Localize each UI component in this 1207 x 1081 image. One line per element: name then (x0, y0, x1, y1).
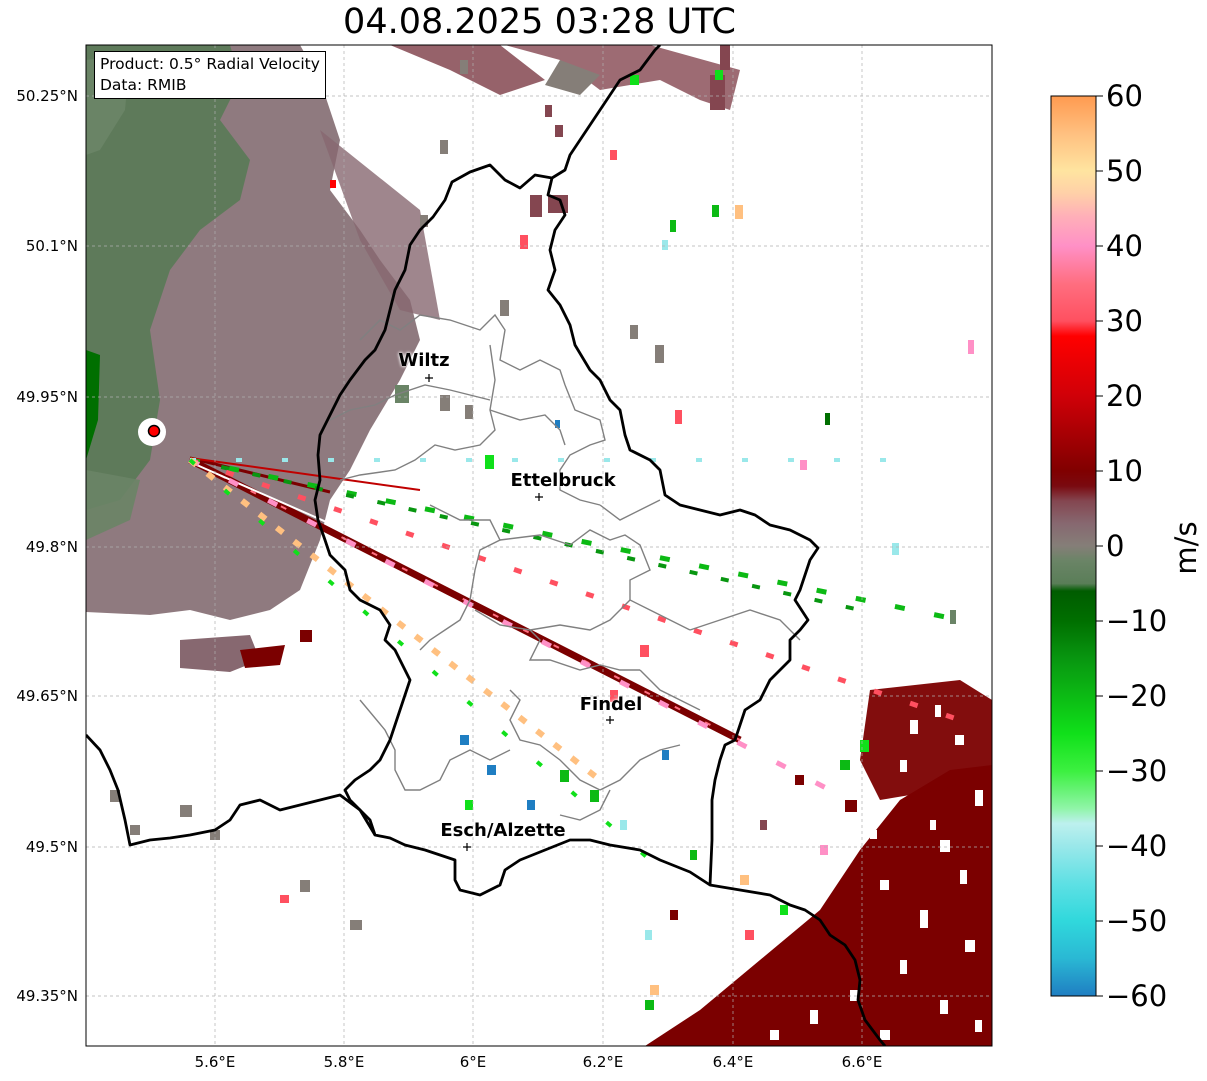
colorbar-tick-label: −60 (1106, 979, 1168, 1013)
map-title: 04.08.2025 03:28 UTC (343, 2, 736, 42)
lon-tick-label: 5.8°E (323, 1053, 365, 1071)
colorbar (1050, 95, 1097, 997)
lat-tick-label: 50.1°N (25, 237, 78, 255)
lon-tick-label: 6.2°E (582, 1053, 624, 1071)
lon-tick-label: 6.4°E (712, 1053, 754, 1071)
colorbar-tick-label: 40 (1106, 229, 1143, 263)
lon-tick-label: 6.6°E (841, 1053, 883, 1071)
city-label-wiltz: Wiltz (398, 350, 450, 371)
data-source-label: Data: RMIB (100, 76, 187, 94)
city-marker-wiltz (425, 374, 433, 382)
colorbar-ticks (1096, 95, 1103, 997)
lat-tick-label: 49.5°N (25, 838, 78, 856)
colorbar-tick-label: 50 (1106, 154, 1143, 188)
lat-tick-label: 49.35°N (16, 987, 78, 1005)
lat-tick-label: 49.8°N (25, 538, 78, 556)
colorbar-tick-label: 0 (1106, 529, 1125, 563)
city-marker-ettelbruck (535, 493, 543, 501)
lat-tick-label: 50.25°N (16, 87, 78, 105)
colorbar-tick-label: −20 (1106, 679, 1168, 713)
colorbar-tick-label: −10 (1106, 604, 1168, 638)
lon-tick-label: 6°E (459, 1053, 487, 1071)
colorbar-tick-label: −40 (1106, 829, 1168, 863)
colorbar-tick-label: 30 (1106, 304, 1143, 338)
country-borders (86, 45, 887, 1046)
city-label-ettelbruck: Ettelbruck (510, 470, 616, 491)
radar-echoes-southeast (645, 680, 992, 1046)
canton-boundaries (329, 313, 801, 821)
colorbar-tick-label: 10 (1106, 454, 1143, 488)
radar-beam-streaks (188, 456, 961, 862)
lat-tick-label: 49.95°N (16, 388, 78, 406)
city-marker-esch (463, 843, 471, 851)
map-gridlines (86, 45, 992, 1046)
colorbar-tick-label: 20 (1106, 379, 1143, 413)
colorbar-tick-label: −50 (1106, 904, 1168, 938)
city-markers (425, 374, 614, 851)
product-label: Product: 0.5° Radial Velocity (100, 55, 320, 73)
colorbar-tick-label: −30 (1106, 754, 1168, 788)
product-info-box: Product: 0.5° Radial Velocity Data: RMIB (94, 51, 326, 99)
city-label-findel: Findel (579, 694, 643, 715)
lon-tick-label: 5.6°E (194, 1053, 236, 1071)
map-frame (85, 44, 993, 1047)
city-marker-findel (606, 716, 614, 724)
colorbar-unit-label: m/s (1169, 521, 1203, 575)
city-label-esch-alzette: Esch/Alzette (440, 820, 566, 841)
radar-site-marker (147, 424, 161, 438)
colorbar-tick-label: 60 (1106, 79, 1143, 113)
lat-tick-label: 49.65°N (16, 687, 78, 705)
